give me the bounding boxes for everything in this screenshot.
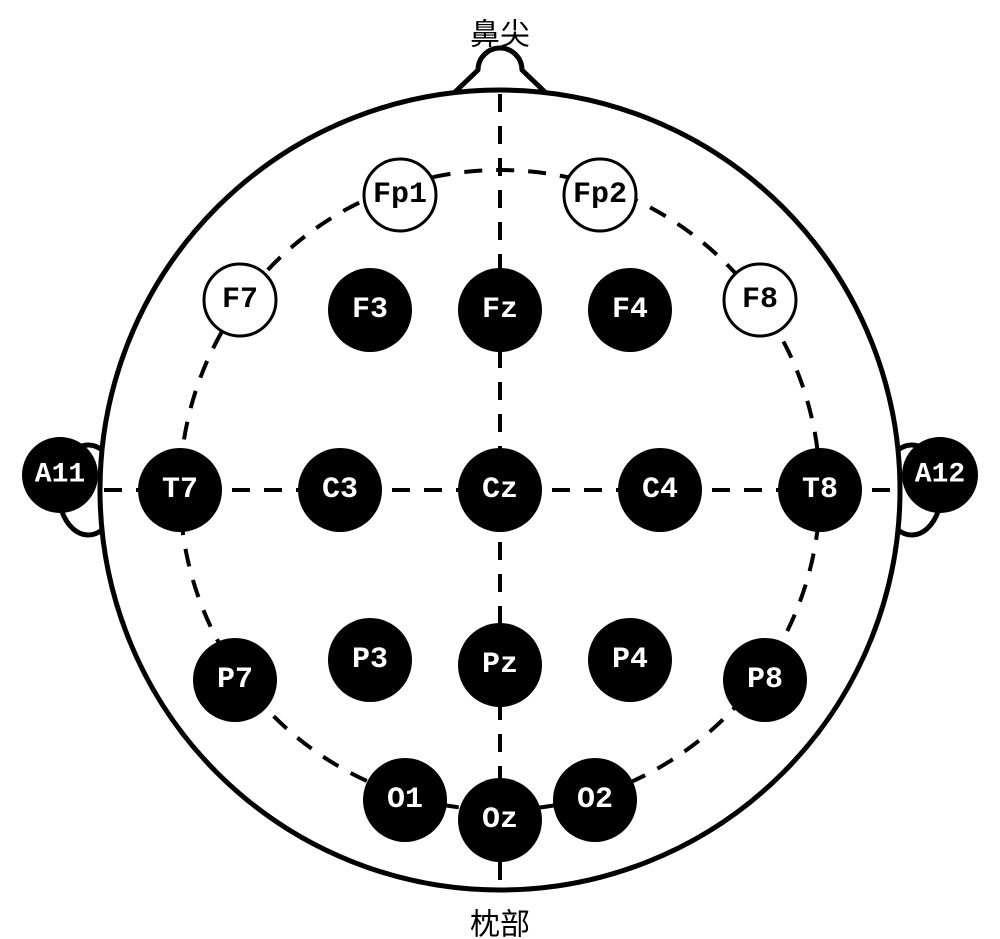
electrode-a11: A11	[22, 437, 98, 513]
electrode-oz: Oz	[458, 778, 542, 862]
electrode-f4: F4	[588, 268, 672, 352]
svg-text:Fp2: Fp2	[573, 178, 627, 212]
svg-text:Pz: Pz	[482, 648, 518, 682]
electrode-cz: Cz	[458, 448, 542, 532]
diagram-container: Fp1 Fp2 F7 F8 F3 Fz F4 T7 C3 Cz C4 T8 P7 P3 Pz P4 P8 O1 Oz…	[0, 0, 1000, 939]
svg-text:P3: P3	[352, 643, 388, 677]
label-occiput: 枕部	[470, 909, 530, 939]
electrode-f7: F7	[204, 264, 276, 336]
svg-text:C3: C3	[322, 473, 358, 507]
svg-text:O1: O1	[387, 783, 423, 817]
svg-text:A12: A12	[915, 460, 965, 491]
electrode-c4: C4	[618, 448, 702, 532]
electrode-o2: O2	[553, 758, 637, 842]
electrode-a12: A12	[902, 437, 978, 513]
label-nose: 鼻尖	[470, 19, 530, 52]
eeg-diagram: Fp1 Fp2 F7 F8 F3 Fz F4 T7 C3 Cz C4 T8 P7 P3 Pz P4 P8 O1 Oz…	[0, 0, 1000, 939]
svg-text:F8: F8	[742, 283, 778, 317]
svg-text:A11: A11	[35, 460, 85, 491]
electrode-o1: O1	[363, 758, 447, 842]
electrode-p8: P8	[723, 638, 807, 722]
electrode-fp2: Fp2	[564, 159, 636, 231]
svg-text:C4: C4	[642, 473, 678, 507]
electrode-f8: F8	[724, 264, 796, 336]
svg-text:F3: F3	[352, 293, 388, 327]
electrode-t7: T7	[138, 448, 222, 532]
electrode-p7: P7	[193, 638, 277, 722]
electrode-t8: T8	[778, 448, 862, 532]
svg-text:Fz: Fz	[482, 293, 518, 327]
svg-text:O2: O2	[577, 783, 613, 817]
electrode-c3: C3	[298, 448, 382, 532]
electrode-fz: Fz	[458, 268, 542, 352]
svg-text:Cz: Cz	[482, 473, 518, 507]
electrode-f3: F3	[328, 268, 412, 352]
electrode-p3: P3	[328, 618, 412, 702]
svg-text:Fp1: Fp1	[373, 178, 427, 212]
electrode-p4: P4	[588, 618, 672, 702]
svg-text:P7: P7	[217, 663, 253, 697]
electrode-fp1: Fp1	[364, 159, 436, 231]
electrode-pz: Pz	[458, 623, 542, 707]
svg-text:F4: F4	[612, 293, 648, 327]
nose-shape	[455, 48, 545, 92]
svg-text:T8: T8	[802, 473, 838, 507]
svg-text:Oz: Oz	[482, 803, 518, 837]
svg-text:P4: P4	[612, 643, 648, 677]
svg-text:P8: P8	[747, 663, 783, 697]
svg-text:F7: F7	[222, 283, 258, 317]
svg-text:T7: T7	[162, 473, 198, 507]
